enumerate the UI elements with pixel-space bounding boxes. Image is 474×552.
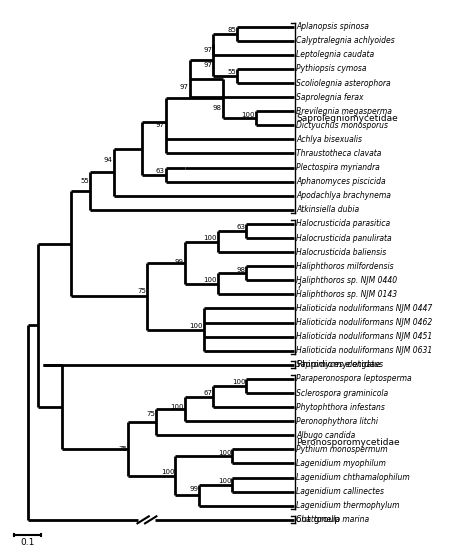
Text: 55: 55 — [228, 69, 236, 75]
Text: Saprolegnia ferax: Saprolegnia ferax — [296, 93, 364, 102]
Text: Leptolegnia caudata: Leptolegnia caudata — [296, 50, 374, 59]
Text: Haliphthoros milfordensis: Haliphthoros milfordensis — [296, 262, 394, 270]
Text: Halocrusticida panulirata: Halocrusticida panulirata — [296, 233, 392, 242]
Text: 97: 97 — [203, 47, 212, 54]
Text: Halioticida noduliformans NJM 0462: Halioticida noduliformans NJM 0462 — [296, 318, 432, 327]
Text: Halioticida noduliformans NJM 0451: Halioticida noduliformans NJM 0451 — [296, 332, 432, 341]
Text: 67: 67 — [203, 390, 212, 396]
Text: 100: 100 — [171, 404, 184, 410]
Text: Aphanomyces piscicida: Aphanomyces piscicida — [296, 177, 386, 186]
Text: 99: 99 — [175, 259, 184, 265]
Text: ?: ? — [296, 283, 301, 292]
Text: 0.1: 0.1 — [20, 538, 35, 547]
Text: 75: 75 — [146, 411, 155, 417]
Text: Apodachlya brachynema: Apodachlya brachynema — [296, 191, 391, 200]
Text: Peronophythora litchi: Peronophythora litchi — [296, 417, 378, 426]
Text: 63: 63 — [156, 168, 165, 174]
Text: Haliphthoros sp. NJM 0143: Haliphthoros sp. NJM 0143 — [296, 290, 397, 299]
Text: Calyptralegnia achlyoides: Calyptralegnia achlyoides — [296, 36, 395, 45]
Text: Lagenidium callinectes: Lagenidium callinectes — [296, 487, 384, 496]
Text: Halioticida noduliformans NJM 0631: Halioticida noduliformans NJM 0631 — [296, 346, 432, 355]
Text: Paraperonospora leptosperma: Paraperonospora leptosperma — [296, 374, 412, 384]
Text: 100: 100 — [218, 478, 231, 484]
Text: 99: 99 — [189, 486, 198, 492]
Text: 85: 85 — [227, 27, 236, 33]
Text: 100: 100 — [161, 469, 174, 475]
Text: Scoliolegnia asterophora: Scoliolegnia asterophora — [296, 78, 391, 88]
Text: 100: 100 — [190, 323, 203, 329]
Text: Aplanopsis spinosa: Aplanopsis spinosa — [296, 22, 369, 31]
Text: Lagenidium thermophylum: Lagenidium thermophylum — [296, 501, 400, 510]
Text: 100: 100 — [242, 112, 255, 118]
Text: Saprolegniomycetidae: Saprolegniomycetidae — [296, 114, 398, 123]
Text: out group: out group — [296, 516, 340, 524]
Text: 100: 100 — [204, 277, 217, 283]
Text: Albugo candida: Albugo candida — [296, 431, 356, 440]
Text: Chattonella marina: Chattonella marina — [296, 516, 369, 524]
Text: 100: 100 — [218, 450, 231, 456]
Text: 100: 100 — [232, 379, 246, 385]
Text: 75: 75 — [118, 446, 127, 452]
Text: Plectospira myriandra: Plectospira myriandra — [296, 163, 380, 172]
Text: Brevilegnia megasperma: Brevilegnia megasperma — [296, 107, 392, 116]
Text: Halioticida noduliformans NJM 0447: Halioticida noduliformans NJM 0447 — [296, 304, 432, 313]
Text: 94: 94 — [104, 157, 113, 163]
Text: Phytophthora infestans: Phytophthora infestans — [296, 402, 385, 412]
Text: Pythiopsis cymosa: Pythiopsis cymosa — [296, 65, 367, 73]
Text: Dictyuchus monosporus: Dictyuchus monosporus — [296, 121, 388, 130]
Text: Peronosporomycetidae: Peronosporomycetidae — [296, 438, 400, 447]
Text: 98: 98 — [213, 105, 222, 111]
Text: 75: 75 — [137, 288, 146, 294]
Text: Thraustotheca clavata: Thraustotheca clavata — [296, 149, 382, 158]
Text: Atkinsiella dubia: Atkinsiella dubia — [296, 205, 359, 214]
Text: Pythium monospermum: Pythium monospermum — [296, 445, 388, 454]
Text: Lagenidium myophilum: Lagenidium myophilum — [296, 459, 386, 468]
Text: 100: 100 — [204, 235, 217, 241]
Text: 97: 97 — [203, 61, 212, 67]
Text: Rhipidiomycetidae: Rhipidiomycetidae — [296, 360, 381, 369]
Text: Lagenidium chthamalophilum: Lagenidium chthamalophilum — [296, 473, 410, 482]
Text: 97: 97 — [180, 84, 189, 90]
Text: 97: 97 — [156, 122, 165, 128]
Text: Haliphthoros sp. NJM 0440: Haliphthoros sp. NJM 0440 — [296, 276, 397, 285]
Text: 98: 98 — [237, 267, 246, 273]
Text: Halocrusticida baliensis: Halocrusticida baliensis — [296, 248, 386, 257]
Text: 55: 55 — [81, 178, 89, 184]
Text: Sclerospora graminicola: Sclerospora graminicola — [296, 389, 388, 397]
Text: Achlya bisexualis: Achlya bisexualis — [296, 135, 362, 144]
Text: Sapromyces elongatus: Sapromyces elongatus — [296, 360, 383, 369]
Text: 63: 63 — [237, 224, 246, 230]
Text: Halocrusticida parasitica: Halocrusticida parasitica — [296, 220, 391, 229]
